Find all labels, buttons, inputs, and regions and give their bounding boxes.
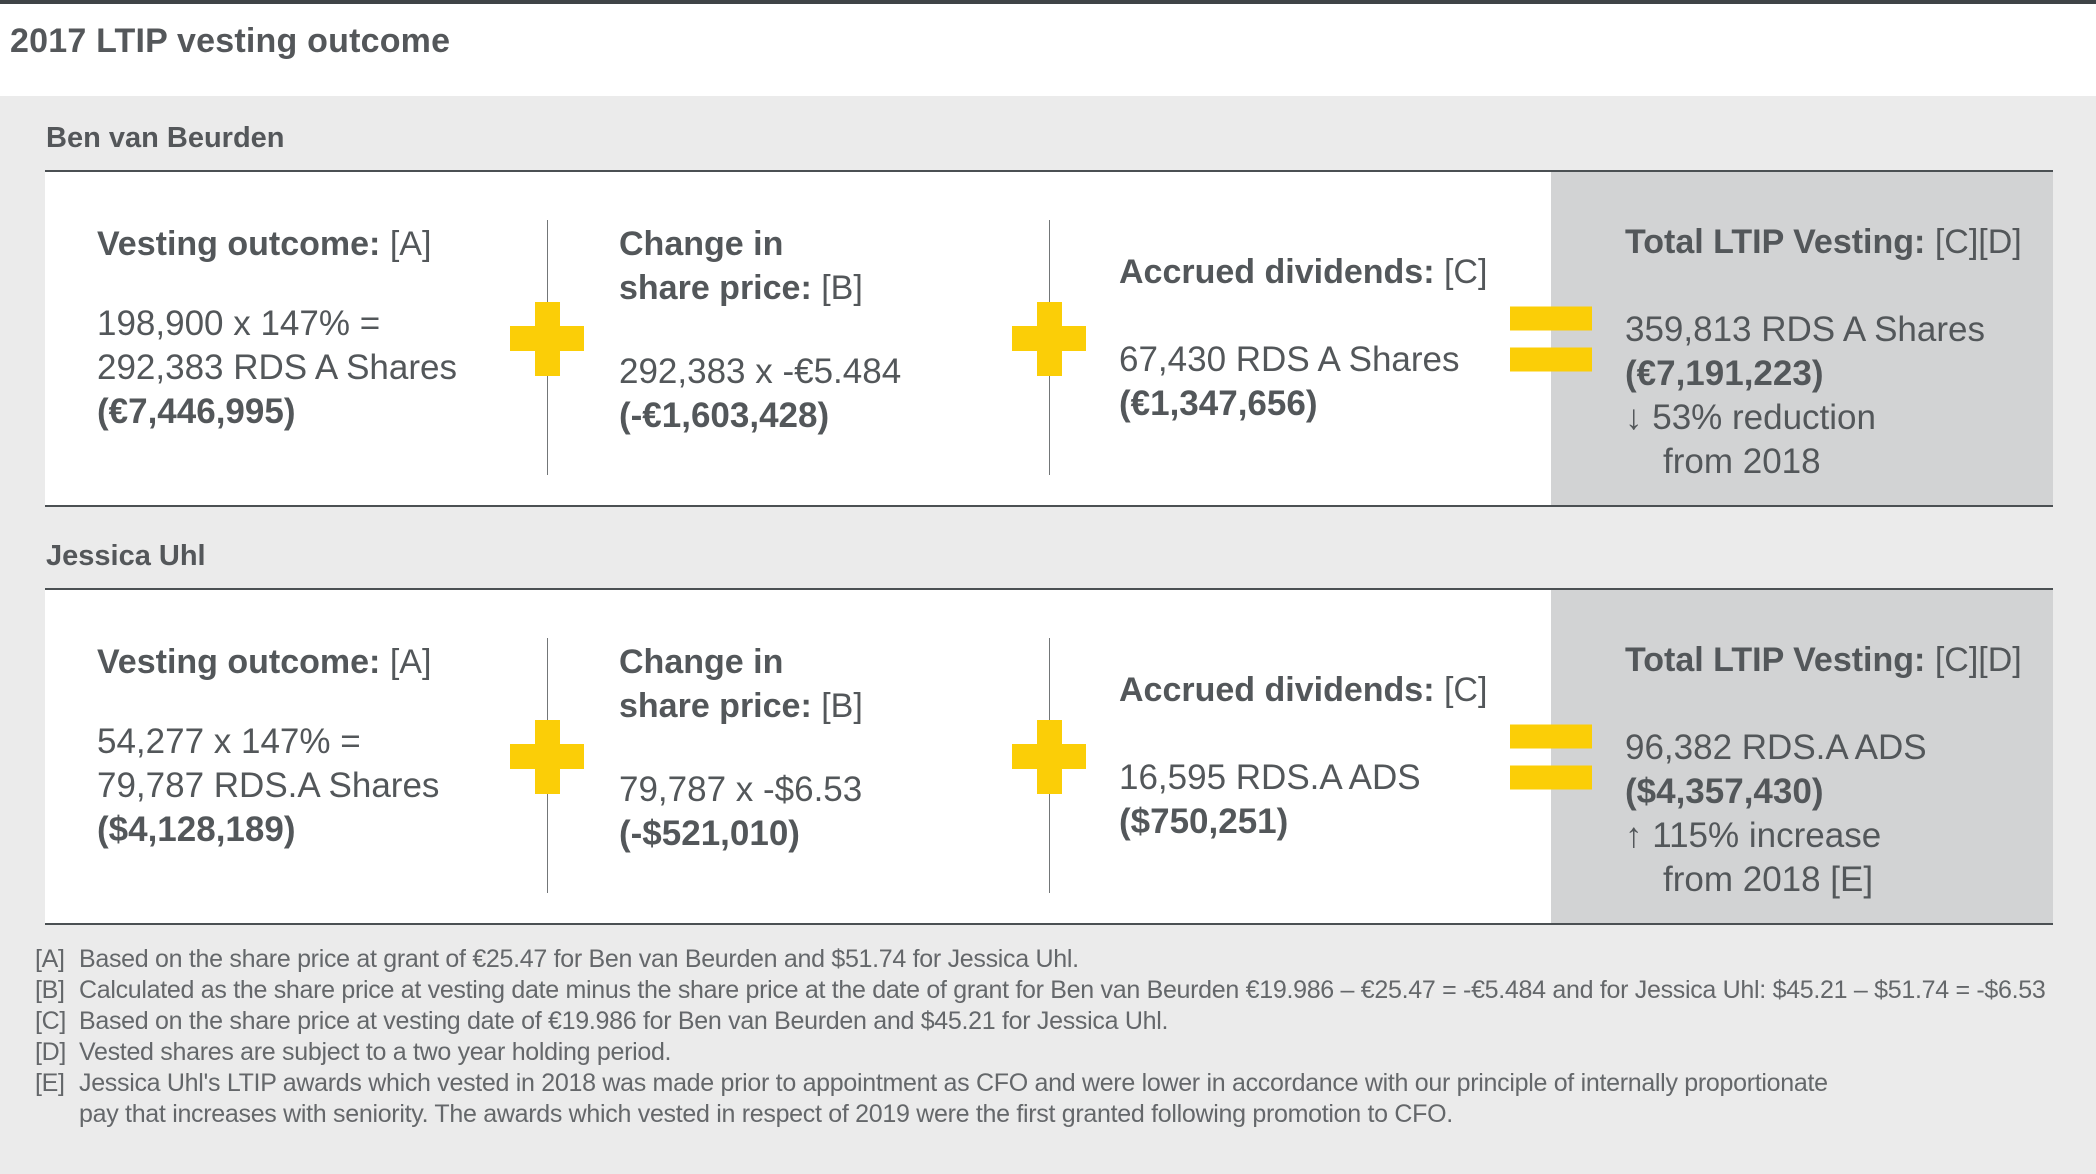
footnote-ref: [C]	[1443, 253, 1488, 291]
vesting-outcome-heading: Vesting outcome: [A]	[97, 225, 432, 263]
footnote-marker: [B]	[35, 976, 65, 1004]
total-ltip-vesting-amount: ($4,357,430)	[1625, 772, 1824, 811]
vesting-outcome-calculation: 198,900 x 147% = 292,383 RDS A Shares (€…	[97, 302, 537, 434]
section-label-jessica-uhl: Jessica Uhl	[46, 540, 206, 572]
footnote-ref: [B]	[821, 269, 863, 307]
accrued-dividends-column: Accrued dividends: [C] 16,595 RDS.A ADS …	[1049, 590, 1551, 923]
page-title: 2017 LTIP vesting outcome	[10, 22, 451, 60]
top-rule	[0, 0, 2096, 4]
footnote-ref: [C]	[1443, 671, 1488, 709]
vesting-outcome-column: Vesting outcome: [A] 198,900 x 147% = 29…	[45, 172, 547, 505]
accrued-dividends-calculation: 67,430 RDS A Shares (€1,347,656)	[1119, 338, 1541, 426]
plus-icon	[510, 719, 584, 794]
footnotes: [A] Based on the share price at grant of…	[35, 944, 2085, 1130]
vesting-outcome-heading: Vesting outcome: [A]	[97, 643, 432, 681]
vesting-row-ben-van-beurden: Vesting outcome: [A] 198,900 x 147% = 29…	[45, 170, 2053, 507]
accrued-dividends-calculation: 16,595 RDS.A ADS ($750,251)	[1119, 756, 1541, 844]
section-label-ben-van-beurden: Ben van Beurden	[46, 122, 285, 154]
footnote-ref: [C][D]	[1934, 223, 2022, 261]
footnote-ref: [A]	[389, 643, 432, 681]
change-in-share-price-amount: (-$521,010)	[619, 814, 800, 853]
accrued-dividends-column: Accrued dividends: [C] 67,430 RDS A Shar…	[1049, 172, 1551, 505]
footnote-ref: [C][D]	[1934, 641, 2022, 679]
total-ltip-vesting-result: 96,382 RDS.A ADS ($4,357,430) ↑ 115% inc…	[1625, 726, 2043, 902]
accrued-dividends-amount: ($750,251)	[1119, 802, 1289, 841]
vesting-row-jessica-uhl: Vesting outcome: [A] 54,277 x 147% = 79,…	[45, 588, 2053, 925]
total-ltip-vesting-amount: (€7,191,223)	[1625, 354, 1824, 393]
accrued-dividends-heading: Accrued dividends: [C]	[1119, 253, 1488, 291]
footnote-c: [C] Based on the share price at vesting …	[35, 1007, 1169, 1035]
footnote-marker: [C]	[35, 1007, 67, 1035]
vesting-outcome-column: Vesting outcome: [A] 54,277 x 147% = 79,…	[45, 590, 547, 923]
change-in-share-price-column: Change in share price: [B] 79,787 x -$6.…	[547, 590, 1049, 923]
footnote-marker: [A]	[35, 945, 65, 973]
total-ltip-vesting-heading: Total LTIP Vesting: [C][D]	[1625, 641, 2022, 679]
accrued-dividends-heading: Accrued dividends: [C]	[1119, 671, 1488, 709]
change-in-share-price-column: Change in share price: [B] 292,383 x -€5…	[547, 172, 1049, 505]
change-in-share-price-heading: Change in share price: [B]	[619, 643, 863, 725]
accrued-dividends-amount: (€1,347,656)	[1119, 384, 1318, 423]
footnote-d: [D] Vested shares are subject to a two y…	[35, 1038, 672, 1066]
total-ltip-vesting-panel: Total LTIP Vesting: [C][D] 96,382 RDS.A …	[1551, 590, 2053, 923]
equals-icon	[1510, 724, 1592, 789]
change-in-share-price-amount: (-€1,603,428)	[619, 396, 830, 435]
vesting-outcome-amount: ($4,128,189)	[97, 810, 296, 849]
plus-icon	[1012, 719, 1086, 794]
footnote-b: [B] Calculated as the share price at ves…	[35, 976, 2046, 1004]
delta-vs-prior-year: ↓ 53% reduction	[1625, 398, 1876, 437]
footnote-ref: [A]	[389, 225, 432, 263]
footnote-a: [A] Based on the share price at grant of…	[35, 945, 1079, 973]
footnote-e: [E] Jessica Uhl's LTIP awards which vest…	[35, 1069, 1828, 1128]
change-in-share-price-heading: Change in share price: [B]	[619, 225, 863, 307]
total-ltip-vesting-panel: Total LTIP Vesting: [C][D] 359,813 RDS A…	[1551, 172, 2053, 505]
page-header: 2017 LTIP vesting outcome	[0, 4, 2096, 96]
plus-icon	[1012, 301, 1086, 376]
delta-vs-prior-year: ↑ 115% increase	[1625, 816, 1882, 855]
plus-icon	[510, 301, 584, 376]
change-in-share-price-calculation: 79,787 x -$6.53 (-$521,010)	[619, 768, 1039, 856]
total-ltip-vesting-result: 359,813 RDS A Shares (€7,191,223) ↓ 53% …	[1625, 308, 2043, 484]
change-in-share-price-calculation: 292,383 x -€5.484 (-€1,603,428)	[619, 350, 1039, 438]
vesting-outcome-amount: (€7,446,995)	[97, 392, 296, 431]
footnote-marker: [D]	[35, 1038, 67, 1066]
total-ltip-vesting-heading: Total LTIP Vesting: [C][D]	[1625, 223, 2022, 261]
footnote-marker: [E]	[35, 1069, 65, 1097]
equals-icon	[1510, 306, 1592, 371]
footnote-ref: [B]	[821, 687, 863, 725]
vesting-outcome-calculation: 54,277 x 147% = 79,787 RDS.A Shares ($4,…	[97, 720, 537, 852]
